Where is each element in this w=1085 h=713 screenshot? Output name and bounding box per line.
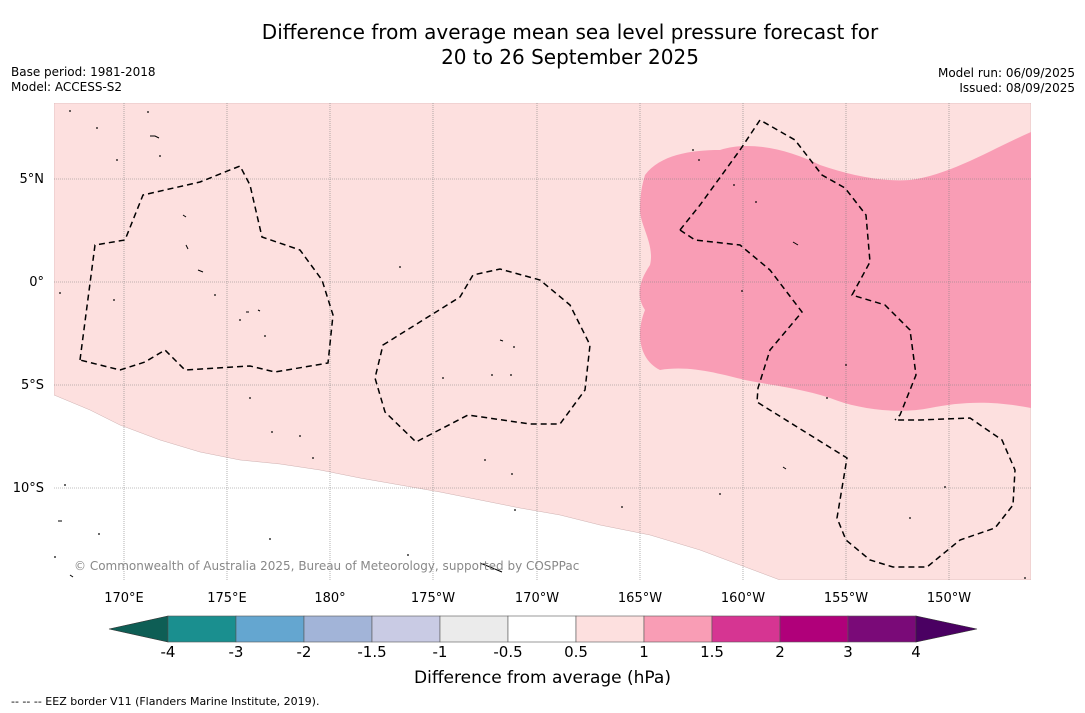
colorbar-swatch-8 [711, 615, 781, 643]
eez-footer-note: -- -- -- EEZ border V11 (Flanders Marine… [11, 695, 320, 708]
eez-line-islands-2 [679, 229, 1016, 568]
lon-label-175w: 175°W [411, 591, 455, 606]
colorbar-swatch-6 [575, 615, 645, 643]
colorbar-tick-1: -3 [228, 643, 244, 661]
colorbar-tick-2: -2 [296, 643, 312, 661]
colorbar-tick-7: 1 [639, 643, 649, 661]
colorbar-swatch-3 [371, 615, 441, 643]
colorbar-swatch-2 [303, 615, 373, 643]
colorbar-swatch-5 [507, 615, 577, 643]
colorbar-tick-9: 2 [775, 643, 785, 661]
model-name: Model: ACCESS-S2 [11, 80, 123, 94]
colorbar-tick-10: 3 [843, 643, 853, 661]
model-run: Model run: 06/09/2025 [937, 66, 1075, 80]
colorbar-tick-4: -1 [432, 643, 448, 661]
latitude-labels: 5°N 0° 5°S 10°S [13, 172, 44, 496]
colorbar-swatch-4 [439, 615, 509, 643]
colorbar-tick-0: -4 [160, 643, 176, 661]
lon-label-150w: 150°W [927, 591, 971, 606]
map-field: © Commonwealth of Australia 2025, Bureau… [54, 103, 1031, 580]
colorbar-swatch-1 [235, 615, 305, 643]
lat-label-0: 0° [29, 275, 44, 290]
islands [58, 135, 799, 578]
colorbar-tick-11: 4 [911, 643, 921, 661]
lon-label-175e: 175°E [207, 591, 247, 606]
colorbar-swatch-10 [847, 615, 917, 643]
lon-label-180: 180° [314, 591, 345, 606]
colorbar-tick-3: -1.5 [357, 643, 387, 661]
colorbar-swatch-0 [167, 615, 237, 643]
colorbar-tick-5: -0.5 [493, 643, 523, 661]
title-line-2: 20 to 26 September 2025 [441, 45, 699, 69]
lat-label-5s: 5°S [21, 378, 44, 393]
colorbar-swatch-9 [779, 615, 849, 643]
meta-left: Base period: 1981-2018 Model: ACCESS-S2 [11, 65, 156, 95]
colorbar-extend-min [108, 615, 169, 643]
lon-label-165w: 165°W [618, 591, 662, 606]
lon-label-170e: 170°E [104, 591, 144, 606]
title-line-1: Difference from average mean sea level p… [261, 20, 879, 44]
eez-borders [79, 119, 1016, 568]
colorbar [108, 615, 978, 643]
colorbar-tick-6: 0.5 [564, 643, 588, 661]
lon-label-155w: 155°W [824, 591, 868, 606]
base-period: Base period: 1981-2018 [11, 65, 156, 79]
anomaly-band-1-1.5 [639, 132, 1031, 411]
colorbar-swatch-7 [643, 615, 713, 643]
eez-kiribati-gilbert [79, 165, 334, 373]
eez-tokelau-phoenix [374, 268, 591, 443]
lat-label-10s: 10°S [13, 481, 44, 496]
meta-right: Model run: 06/09/2025 Issued: 08/09/2025 [938, 66, 1075, 96]
colorbar-extend-max [915, 615, 978, 643]
issued-date: Issued: 08/09/2025 [959, 81, 1075, 95]
lat-label-5n: 5°N [20, 172, 45, 187]
colorbar-tick-8: 1.5 [700, 643, 724, 661]
island-dots [54, 110, 1026, 579]
eez-line-islands [679, 119, 917, 421]
copyright-text: © Commonwealth of Australia 2025, Bureau… [74, 559, 579, 573]
lon-label-160w: 160°W [721, 591, 765, 606]
longitude-labels: 170°E 175°E 180° 175°W 170°W 165°W 160°W… [104, 591, 971, 606]
colorbar-label: Difference from average (hPa) [414, 668, 671, 688]
lon-label-170w: 170°W [515, 591, 559, 606]
